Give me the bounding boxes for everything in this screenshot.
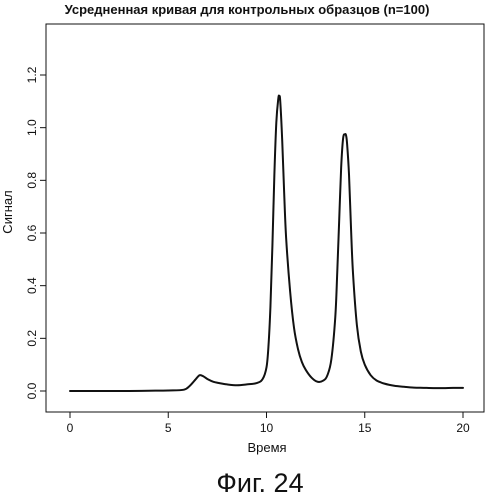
x-axis: 0 5 10 15 20 <box>67 412 470 435</box>
chart-title: Усредненная кривая для контрольных образ… <box>65 2 430 17</box>
y-tick-label: 0.4 <box>25 277 39 294</box>
x-tick-label: 10 <box>260 421 274 435</box>
signal-curve <box>70 96 463 391</box>
figure-caption: Фиг. 24 <box>216 468 303 498</box>
y-tick-label: 1.2 <box>25 66 39 83</box>
y-tick-label: 0.0 <box>25 382 39 399</box>
y-tick-label: 0.2 <box>25 330 39 347</box>
x-axis-label: Время <box>247 440 286 455</box>
y-tick-label: 0.8 <box>25 172 39 189</box>
y-tick-label: 0.6 <box>25 224 39 241</box>
y-axis: 0.0 0.2 0.4 0.6 0.8 1.0 1.2 <box>25 66 46 399</box>
x-tick-label: 20 <box>456 421 470 435</box>
x-tick-label: 0 <box>67 421 74 435</box>
y-tick-label: 1.0 <box>25 119 39 136</box>
plot-frame <box>46 24 484 412</box>
x-tick-label: 5 <box>165 421 172 435</box>
y-axis-label: Сигнал <box>0 190 15 233</box>
x-tick-label: 15 <box>358 421 372 435</box>
